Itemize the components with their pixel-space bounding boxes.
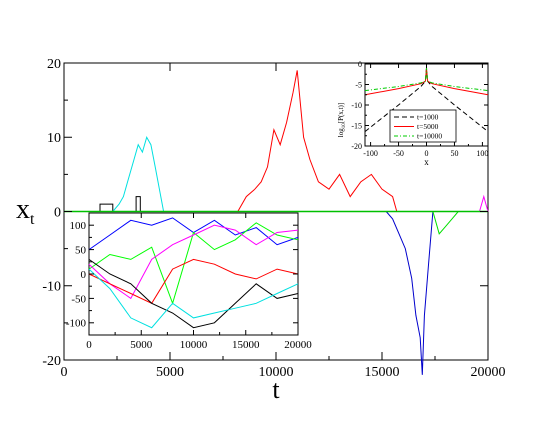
- main-ytick-label-3: 10: [47, 131, 61, 146]
- inset-distribution-ytick-label-0: -20: [351, 142, 362, 151]
- inset-trajectories-plot: 0 5000 10000 15000 20000 -100 -50 0 50 100: [66, 212, 312, 351]
- inset-distribution-xtick-label-1: -50: [393, 149, 404, 158]
- main-xtick-label-4: 20000: [471, 365, 506, 380]
- legend-label-1: t=5000: [417, 122, 439, 131]
- inset-distribution-xtick-label-3: 50: [450, 149, 458, 158]
- main-series-3-line: [385, 211, 434, 375]
- inset-trajectories-xtick-label-2: 10000: [180, 339, 208, 351]
- inset-trajectories-xtick-label-3: 15000: [232, 339, 260, 351]
- main-xtick-label-1: 5000: [156, 365, 184, 380]
- main-xtick-label-3: 15000: [365, 365, 400, 380]
- inset-distribution-xtick-label-0: -100: [363, 149, 378, 158]
- main-ytick-label-4: 20: [47, 57, 61, 72]
- inset-trajectories-ytick-label-1: -50: [71, 293, 86, 305]
- inset-trajectories-xtick-label-4: 20000: [284, 339, 312, 351]
- inset-distribution-ytick-label-1: -15: [351, 121, 362, 130]
- main-x-axis-label: t: [272, 375, 280, 404]
- main-xtick-label-0: 0: [61, 365, 68, 380]
- inset-distribution-y-label-main: log: [337, 128, 345, 137]
- inset-distribution-y-label-rest: [P(x,t)]: [337, 103, 345, 123]
- inset-distribution-y-label-sub: 10: [342, 123, 347, 129]
- inset-distribution-x-label: x: [424, 157, 429, 167]
- inset-distribution-xtick-label-2: 0: [425, 149, 429, 158]
- main-xtick-label-2: 10000: [259, 365, 294, 380]
- main-series-5-line: [479, 194, 489, 212]
- legend-label-0: t=1000: [417, 113, 439, 122]
- inset-trajectories-series-3-line: [88, 258, 299, 304]
- inset-trajectories-ytick-label-0: -100: [66, 318, 87, 330]
- inset-distribution-ytick-label-4: 0: [358, 60, 362, 69]
- inset-trajectories-ytick-label-3: 50: [75, 244, 87, 256]
- main-series-1-line: [112, 136, 165, 212]
- inset-trajectories-xtick-label-0: 0: [86, 339, 92, 351]
- inset-trajectories-series-2-line: [88, 224, 299, 300]
- inset-trajectories-series-4-line: [88, 258, 299, 329]
- inset-distribution-xtick-label-4: 100: [476, 149, 488, 158]
- inset-distribution-ytick-label-3: -5: [355, 80, 362, 89]
- main-ytick-label-1: -10: [42, 280, 61, 295]
- inset-distribution-y-label: log10[P(x,t)]: [337, 103, 347, 137]
- main-ytick-label-0: -20: [42, 354, 61, 369]
- inset-distribution-series-2-line: [364, 68, 489, 92]
- inset-trajectories-ytick-label-4: 100: [70, 220, 87, 232]
- inset-trajectories-xtick-label-1: 5000: [130, 339, 153, 351]
- main-series-2-line: [237, 70, 398, 212]
- legend-label-2: t=10000: [417, 132, 442, 141]
- main-y-axis-label-main: x: [16, 194, 30, 225]
- inset-distribution-ytick-label-2: -10: [351, 101, 362, 110]
- inset-trajectories-series-1-line: [88, 222, 299, 305]
- main-y-axis-label: xt: [16, 194, 35, 228]
- inset-trajectories-ytick-label-2: 0: [81, 269, 87, 281]
- main-ytick-label-2: 0: [54, 205, 61, 220]
- inset-trajectories-series-5-line: [88, 268, 299, 329]
- main-y-axis-label-sub: t: [30, 211, 35, 228]
- main-series-4-line: [432, 211, 459, 235]
